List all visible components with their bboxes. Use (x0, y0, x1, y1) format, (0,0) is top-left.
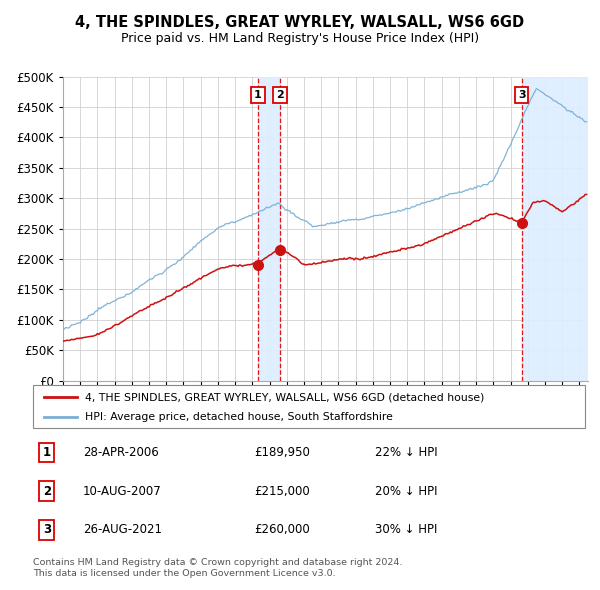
Text: 3: 3 (518, 90, 526, 100)
Text: Contains HM Land Registry data © Crown copyright and database right 2024.: Contains HM Land Registry data © Crown c… (33, 558, 403, 566)
Text: £260,000: £260,000 (254, 523, 310, 536)
Text: 10-AUG-2007: 10-AUG-2007 (83, 484, 161, 498)
Bar (522, 77, 588, 381)
Text: 1: 1 (43, 446, 51, 459)
Text: 2: 2 (276, 90, 284, 100)
Text: Price paid vs. HM Land Registry's House Price Index (HPI): Price paid vs. HM Land Registry's House … (121, 32, 479, 45)
Bar (258, 77, 280, 381)
Text: £189,950: £189,950 (254, 446, 310, 459)
Text: 26-AUG-2021: 26-AUG-2021 (83, 523, 161, 536)
Text: 28-APR-2006: 28-APR-2006 (83, 446, 158, 459)
Text: 4, THE SPINDLES, GREAT WYRLEY, WALSALL, WS6 6GD: 4, THE SPINDLES, GREAT WYRLEY, WALSALL, … (76, 15, 524, 30)
FancyBboxPatch shape (33, 385, 585, 428)
Text: 30% ↓ HPI: 30% ↓ HPI (375, 523, 437, 536)
Text: 20% ↓ HPI: 20% ↓ HPI (375, 484, 438, 498)
Text: HPI: Average price, detached house, South Staffordshire: HPI: Average price, detached house, Sout… (85, 412, 394, 422)
Text: 4, THE SPINDLES, GREAT WYRLEY, WALSALL, WS6 6GD (detached house): 4, THE SPINDLES, GREAT WYRLEY, WALSALL, … (85, 392, 485, 402)
Text: This data is licensed under the Open Government Licence v3.0.: This data is licensed under the Open Gov… (33, 569, 335, 578)
Text: 2: 2 (43, 484, 51, 498)
Text: £215,000: £215,000 (254, 484, 310, 498)
Text: 1: 1 (254, 90, 262, 100)
Text: 22% ↓ HPI: 22% ↓ HPI (375, 446, 438, 459)
Text: 3: 3 (43, 523, 51, 536)
